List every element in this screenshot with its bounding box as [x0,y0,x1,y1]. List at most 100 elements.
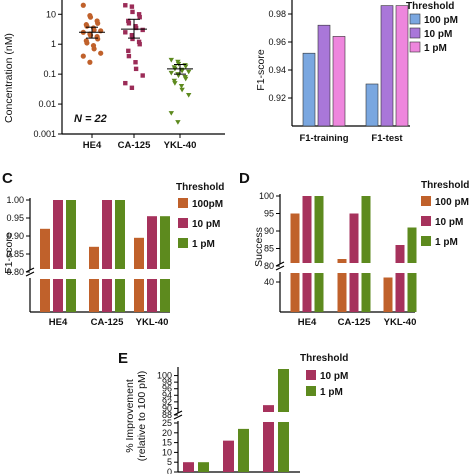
panel-b-bar [302,52,316,127]
panel-e-axis-break-top [173,410,183,416]
panel-c-bar-lower [66,279,76,312]
panel-b-bar [332,36,346,127]
panel-e-y-tick-label: 100 [157,371,172,381]
panel-c-legend-swatch [178,218,188,228]
panel-c-legend-title: Threshold [176,182,224,193]
panel-c-bar-upper [102,200,112,269]
panel-b-x-tick-label: F1-test [371,133,403,144]
panel-e-y-tick-label: 96 [162,384,172,394]
panel-e-bar-lower [198,462,209,472]
panel-e-legend-swatch [306,370,316,380]
panel-e-y-tick-label: 92 [162,397,172,407]
panel-a-y-tick-label: 1 [51,39,56,49]
panel-c-bar-upper [134,237,144,269]
panel-c-y-tick-label: 0.95 [6,213,24,223]
panel-c-letter: C [2,170,13,187]
panel-a-data-point [133,25,139,31]
panel-c-legend-label: 10 pM [192,219,220,230]
panel-a-data-point [136,39,142,45]
panel-a-data-point [91,46,97,52]
panel-d-y-tick-label: 80 [264,261,274,271]
panel-d-bar-lower [361,273,371,312]
panel-b-legend-label: 10 pM [424,29,452,40]
panel-a-data-point [175,120,181,125]
panel-c-bar-upper [66,200,76,269]
panel-a-x-tick-label: HE4 [83,140,102,151]
panel-c-y-tick-label: 0.90 [6,231,24,241]
panel-a-n-annotation: N = 22 [74,113,107,125]
panel-b-x-tick-label: F1-training [299,133,348,144]
panel-e-y-tick-label: 90 [162,403,172,413]
panel-d-legend-title: Threshold [421,180,469,191]
panel-a-data-point [140,27,145,33]
panel-e-y-tick-label: 5 [167,457,172,467]
panel-d-legend-swatch [421,196,431,206]
panel-a-data-point [129,85,135,90]
panel-d-axis-break-top [275,261,285,267]
panel-c-axis-break-top [25,267,35,273]
panel-a-data-point [84,40,90,46]
panel-d-y-tick-label: 90 [264,226,274,236]
panel-a-y-tick-label: 0.001 [33,129,56,139]
panel-c-bar-lower [40,279,50,312]
panel-c-y-tick-label: 0.85 [6,249,24,259]
panel-a-data-point [179,87,185,93]
panel-c-bar-lower [134,279,144,312]
panel-e-bar-upper [278,369,289,412]
panel-c-bar-lower [115,279,125,312]
panel-b-legend-label: 100 pM [424,15,458,26]
panel-d-legend-swatch [421,216,431,226]
panel-b-y-tick-label: 0.94 [268,65,286,75]
panel-b-legend-label: 1 pM [424,43,447,54]
panel-e-bar-lower [223,440,234,472]
panel-a-data-point [183,64,189,70]
panel-a-y-tick-label: 0.1 [43,69,56,79]
panel-d-legend-label: 10 pM [435,217,463,228]
panel-a-data-point [178,84,185,89]
panel-a-x-tick-label: CA-125 [118,140,151,151]
panel-a-data-point [133,66,139,72]
panel-c-bar-lower [102,279,112,312]
panel-e-y-tick-label: 94 [162,390,172,400]
panel-b-y-tick-label: 0.96 [268,37,286,47]
panel-d-bar-lower [290,273,300,312]
panel-c-bar-upper [147,216,157,269]
panel-e-bar-chart: E % Improvement (relative to 100 pM) Thr… [118,350,348,474]
panel-e-y-tick-label: 10 [162,447,172,457]
panel-e-bar-lower [238,428,249,472]
panel-c-bar-lower [147,279,157,312]
panel-d-legend-label: 100 pM [435,197,469,208]
panel-a-data-point [126,21,132,26]
panel-a-data-point [123,30,128,35]
panel-a-data-point [168,57,174,63]
panel-c-bar-lower [53,279,63,312]
panel-a-data-point [179,68,185,74]
panel-a-data-point [171,78,177,84]
panel-e-legend-swatch [306,386,316,396]
panel-a-data-point [130,36,135,42]
panel-c-legend-label: 1 pM [192,239,215,250]
panel-b-legend-swatch [409,27,421,39]
panel-e-y-axis-label: % Improvement [124,379,136,453]
panel-b-legend-swatch [409,41,421,53]
panel-d-bar-lower [302,273,312,312]
panel-d-bar-upper [349,213,359,263]
panel-c-axis-break-bottom [25,271,35,277]
panel-e-y-tick-label: 25 [162,418,172,428]
panel-b-y-axis-label: F1-score [255,49,267,91]
panel-a-data-point [175,73,182,79]
panel-a-y-tick-label: 0.01 [38,99,56,109]
panel-e-bar-lower [183,462,194,472]
panel-e-axis-break-bottom [173,414,183,420]
panel-d-y-axis-label: Success [253,227,265,267]
panel-d-bar-upper [302,196,312,263]
panel-a-data-point [183,76,189,82]
panel-d-y-tick-label: 95 [264,209,274,219]
panel-d-bar-lower [314,273,324,312]
panel-c-bar-lower [89,279,99,312]
panel-a-y-tick-label: 10 [46,9,56,19]
panel-c-bar-upper [89,246,99,269]
panel-c-bar-upper [115,200,125,269]
panel-c-bar-chart: C F1-score Threshold 0.80 0.85 0.90 0.95 1.0… [2,170,224,328]
panel-a-data-point [91,27,97,33]
